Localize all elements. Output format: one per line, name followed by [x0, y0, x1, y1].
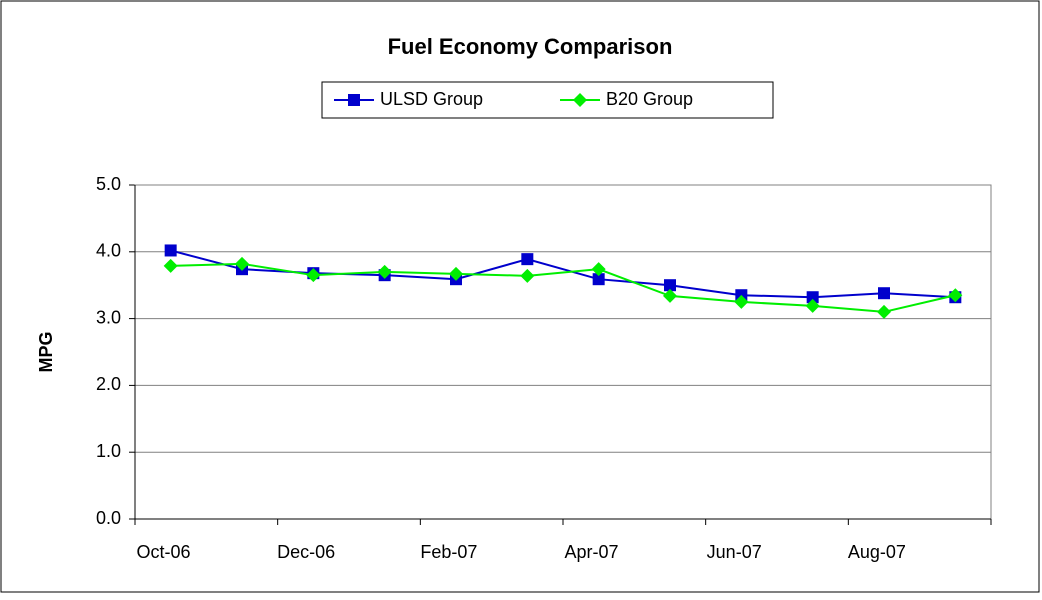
legend-box — [321, 81, 774, 119]
marker — [734, 294, 749, 309]
chart-title: Fuel Economy Comparison — [388, 34, 673, 59]
y-tick-label: 2.0 — [96, 374, 121, 394]
legend-label: ULSD Group — [380, 89, 483, 109]
x-tick-label: Oct-06 — [137, 542, 191, 562]
x-tick-label: Jun-07 — [707, 542, 762, 562]
marker — [592, 273, 605, 286]
x-tick-label: Aug-07 — [848, 542, 906, 562]
marker — [164, 244, 177, 257]
marker — [591, 262, 606, 277]
marker — [948, 288, 963, 303]
legend-marker — [573, 93, 587, 107]
y-tick-label: 0.0 — [96, 508, 121, 528]
marker — [521, 253, 534, 266]
marker — [306, 268, 321, 283]
marker — [877, 304, 891, 319]
marker — [449, 266, 463, 281]
y-tick-label: 4.0 — [96, 241, 121, 261]
marker — [806, 291, 819, 304]
marker — [377, 264, 392, 279]
y-tick-label: 1.0 — [96, 441, 121, 461]
marker — [663, 288, 677, 303]
series-line — [170, 262, 956, 313]
marker — [163, 258, 178, 273]
marker — [235, 256, 249, 271]
x-tick-label: Apr-07 — [565, 542, 619, 562]
x-tick-label: Feb-07 — [420, 542, 477, 562]
marker — [805, 298, 820, 313]
legend-label: B20 Group — [606, 89, 693, 109]
marker — [878, 287, 890, 300]
marker — [520, 268, 535, 283]
y-tick-label: 5.0 — [96, 174, 121, 194]
y-tick-label: 3.0 — [96, 307, 121, 327]
legend-marker — [348, 94, 360, 106]
x-tick-label: Dec-06 — [277, 542, 335, 562]
marker — [664, 279, 676, 292]
y-axis-label: MPG — [36, 331, 56, 372]
